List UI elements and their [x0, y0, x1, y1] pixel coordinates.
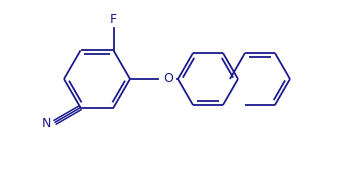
Text: O: O [163, 73, 173, 86]
Text: F: F [110, 13, 117, 27]
Text: N: N [42, 117, 51, 130]
